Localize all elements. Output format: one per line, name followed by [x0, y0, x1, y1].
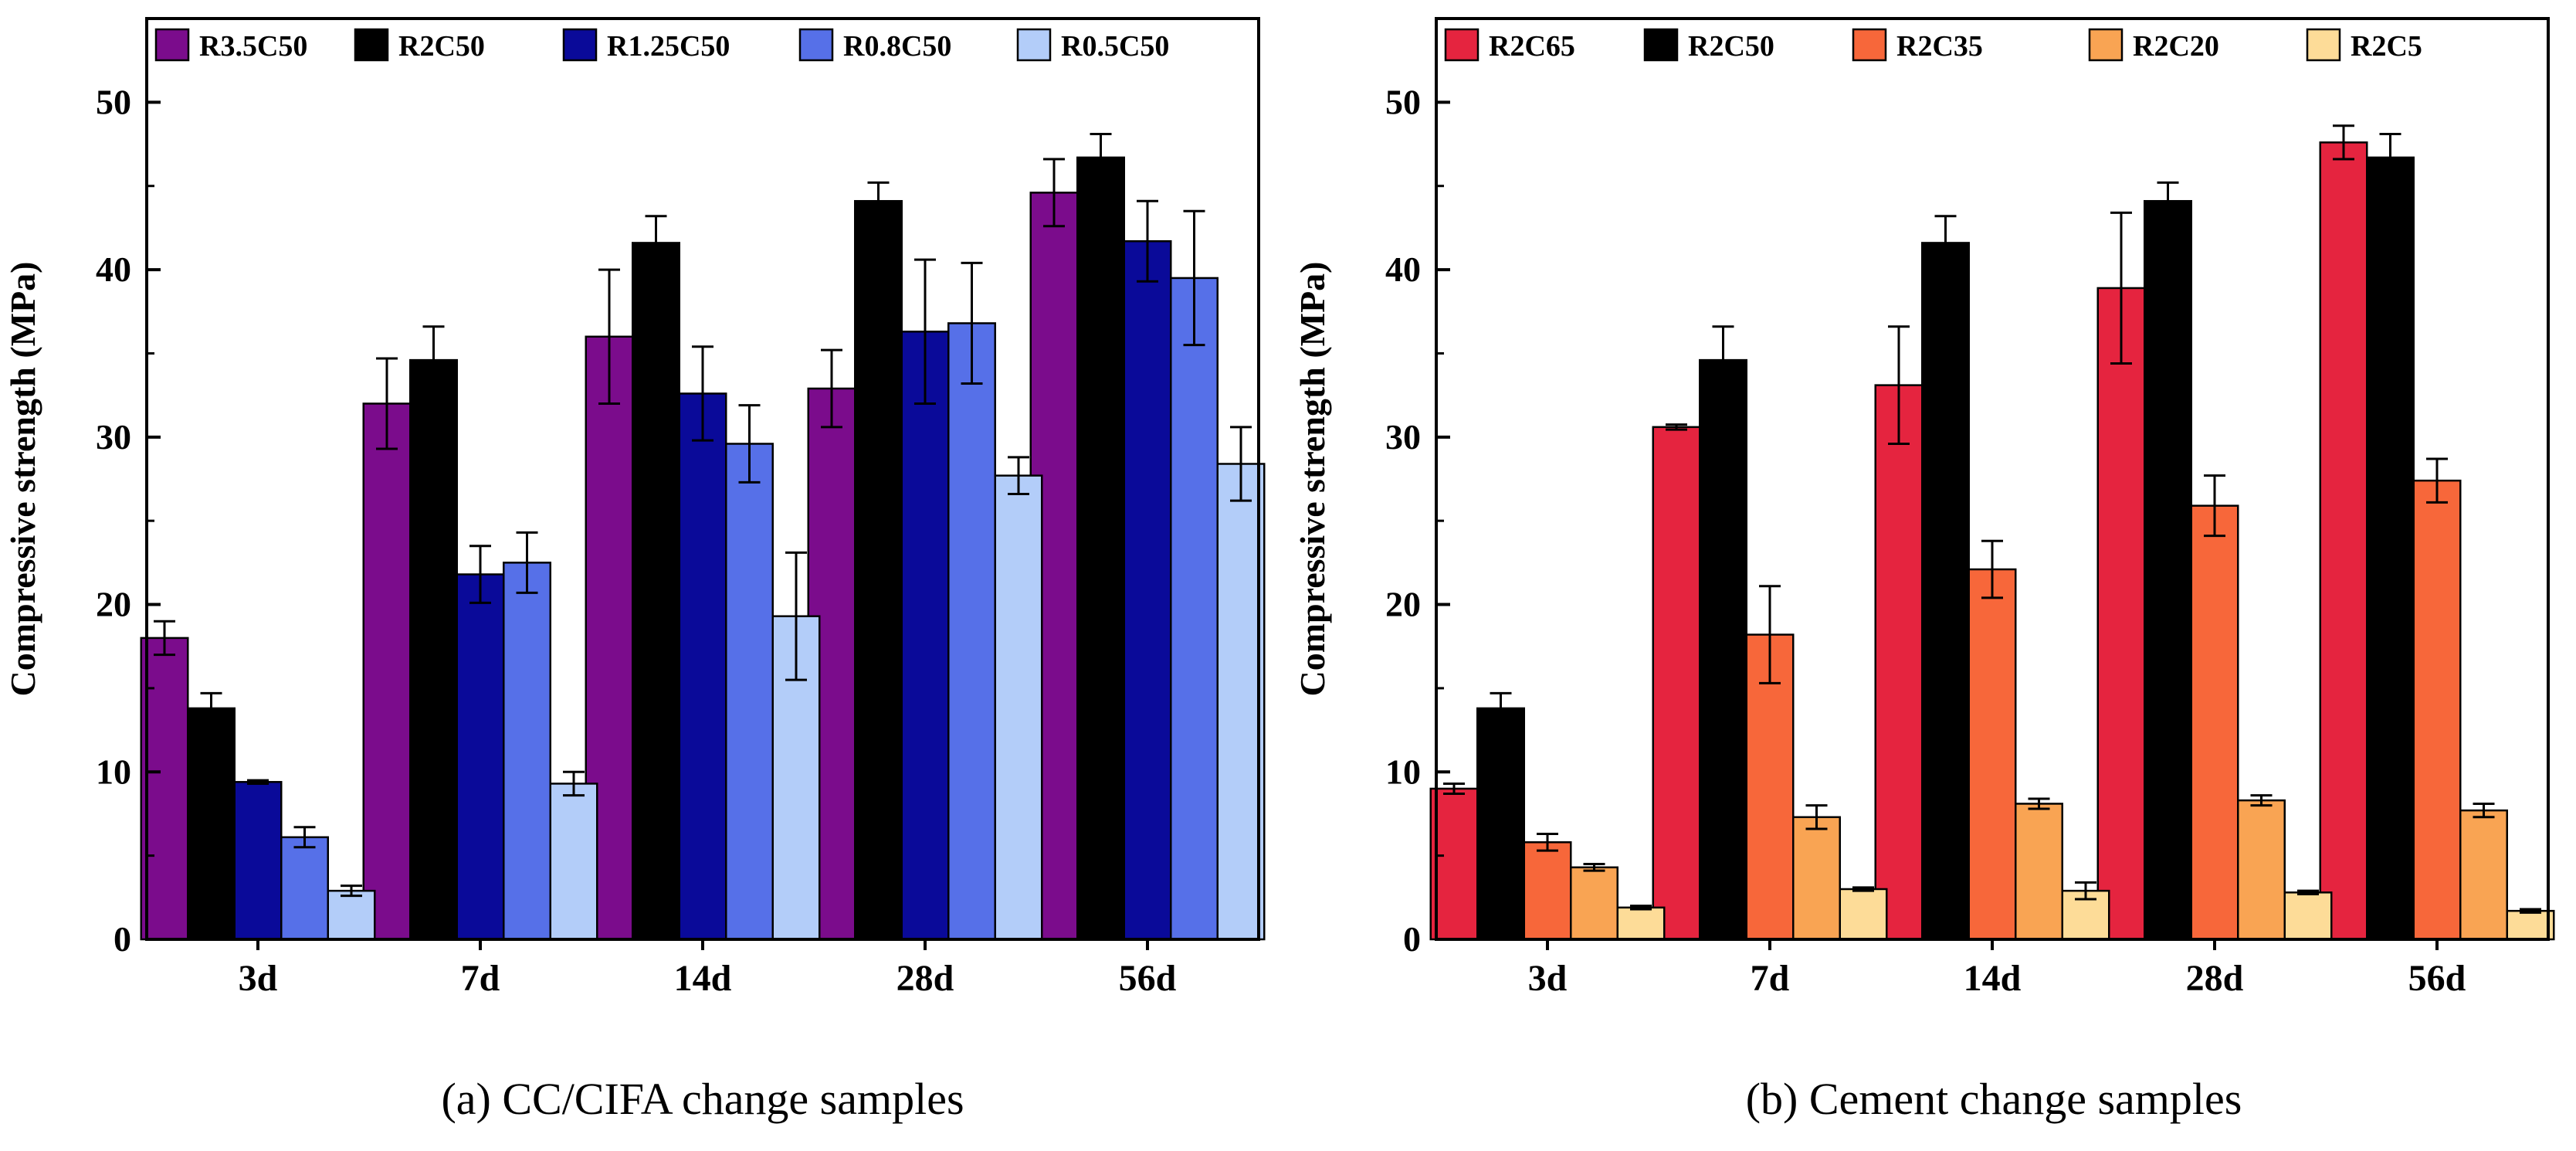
legend-swatch-R2C50	[354, 28, 389, 62]
legend-swatch-R0.8C50	[798, 28, 834, 62]
legend-swatch-R2C35	[1852, 28, 1887, 62]
legend-label-R0.8C50: R0.8C50	[843, 30, 951, 63]
bar-R2C35-7d	[1745, 633, 1795, 941]
bar-R2C20-56d	[2459, 809, 2508, 941]
y-tick-label-30: 30	[1385, 417, 1421, 457]
bar-R2C65-56d	[2319, 141, 2368, 941]
bar-R2C20-28d	[2237, 799, 2286, 941]
bar-R2C50-14d	[632, 242, 680, 941]
legend-label-R2C20: R2C20	[2133, 30, 2219, 63]
x-tick-label-56d: 56d	[1119, 958, 1177, 999]
legend-swatch-R2C65	[1444, 28, 1480, 62]
bar-R0.5C50-7d	[549, 783, 598, 941]
y-tick-label-0: 0	[114, 919, 131, 959]
panel-caption: (b) Cement change samples	[1746, 1074, 2242, 1124]
bar-R2C20-7d	[1792, 816, 1841, 941]
legend-swatch-R2C20	[2088, 28, 2124, 62]
bar-R2C50-7d	[409, 358, 458, 941]
legend-label-R2C5: R2C5	[2351, 30, 2422, 63]
y-tick-label-30: 30	[96, 417, 131, 457]
legend: R3.5C50 R2C50 R1.25C50 R0.8C50 R0.5C50	[154, 28, 1169, 63]
bar-R0.5C50-28d	[994, 474, 1043, 941]
bar-R0.8C50-28d	[947, 322, 996, 941]
y-tick-label-40: 40	[96, 250, 131, 289]
y-tick-label-50: 50	[1385, 82, 1421, 121]
x-tick-label-7d: 7d	[461, 958, 500, 999]
panel-b: 0 10 20 30 40 50 3d 7d 14d 28d 56d Compressive stre…	[1293, 17, 2555, 1124]
bar-R2C5-28d	[2283, 891, 2333, 941]
bar-R2C50-3d	[1476, 707, 1525, 941]
legend-swatch-R1.25C50	[562, 28, 598, 62]
legend-label-R3.5C50: R3.5C50	[199, 30, 307, 63]
bar-R2C20-3d	[1570, 866, 1618, 941]
y-tick-label-0: 0	[1403, 919, 1421, 959]
legend-swatch-R2C50	[1643, 28, 1679, 62]
bar-R0.8C50-56d	[1170, 277, 1219, 941]
legend-label-R2C50: R2C50	[1688, 30, 1774, 63]
y-tick-label-40: 40	[1385, 250, 1421, 289]
y-tick-label-20: 20	[1385, 585, 1421, 624]
bar-R1.25C50-28d	[900, 331, 950, 941]
legend-swatch-R0.5C50	[1016, 28, 1052, 62]
bar-R0.8C50-7d	[503, 562, 551, 941]
bar-R2C50-14d	[1921, 242, 1970, 941]
y-tick-label-50: 50	[96, 82, 131, 121]
panel-a: 0 10 20 30 40 50 3d 7d 14d 28d 56d Compressive stre…	[3, 17, 1266, 1124]
legend: R2C65 R2C50 R2C35 R2C20 R2C5	[1444, 28, 2422, 63]
x-tick-label-28d: 28d	[2186, 958, 2244, 999]
x-tick-label-28d: 28d	[897, 958, 954, 999]
bar-R1.25C50-56d	[1123, 239, 1172, 941]
legend-label-R2C50: R2C50	[398, 30, 485, 63]
legend-label-R0.5C50: R0.5C50	[1061, 30, 1169, 63]
x-tick-label-14d: 14d	[674, 958, 732, 999]
y-axis-label: Compressive strength (MPa)	[1293, 262, 1332, 697]
x-tick-label-56d: 56d	[2408, 958, 2466, 999]
bar-R2C50-28d	[854, 199, 903, 941]
bar-R3.5C50-7d	[362, 402, 412, 941]
y-axis-label: Compressive strength (MPa)	[3, 262, 42, 697]
bar-R0.5C50-56d	[1216, 463, 1266, 941]
x-tick-label-7d: 7d	[1751, 958, 1790, 999]
bar-R2C5-7d	[1839, 888, 1888, 941]
bar-R2C50-56d	[1076, 156, 1125, 941]
bar-R2C65-28d	[2096, 287, 2146, 941]
bar-R2C20-14d	[2015, 803, 2063, 941]
bar-R2C35-56d	[2412, 479, 2462, 941]
bar-R2C50-28d	[2144, 199, 2192, 941]
bar-R1.25C50-7d	[456, 573, 505, 941]
y-tick-label-20: 20	[96, 585, 131, 624]
x-tick-label-3d: 3d	[239, 958, 278, 999]
bar-R2C50-7d	[1699, 358, 1747, 941]
bar-R2C35-28d	[2190, 504, 2239, 941]
y-tick-label-10: 10	[1385, 752, 1421, 791]
bar-R2C50-56d	[2366, 156, 2415, 941]
bar-R2C5-56d	[2506, 909, 2555, 941]
bar-R2C50-3d	[187, 707, 236, 941]
bar-R2C65-7d	[1652, 426, 1701, 941]
bar-R1.25C50-3d	[233, 781, 283, 941]
x-tick-label-3d: 3d	[1528, 958, 1568, 999]
bar-R2C65-14d	[1874, 384, 1924, 941]
bar-R0.8C50-3d	[280, 836, 329, 941]
legend-swatch-R2C5	[2306, 28, 2341, 62]
bar-R0.5C50-3d	[327, 889, 376, 941]
legend-swatch-R3.5C50	[154, 28, 190, 62]
legend-label-R2C65: R2C65	[1489, 30, 1575, 63]
legend-label-R1.25C50: R1.25C50	[607, 30, 730, 63]
bar-R1.25C50-14d	[678, 392, 727, 941]
legend-label-R2C35: R2C35	[1896, 30, 1983, 63]
x-tick-label-14d: 14d	[1964, 958, 2022, 999]
y-tick-label-10: 10	[96, 752, 131, 791]
bar-R2C35-3d	[1523, 841, 1572, 941]
bar-R2C35-14d	[1968, 568, 2017, 941]
bar-R2C5-3d	[1616, 906, 1666, 941]
bar-R0.8C50-14d	[725, 443, 774, 941]
panel-caption: (a) CC/CIFA change samples	[441, 1074, 964, 1124]
